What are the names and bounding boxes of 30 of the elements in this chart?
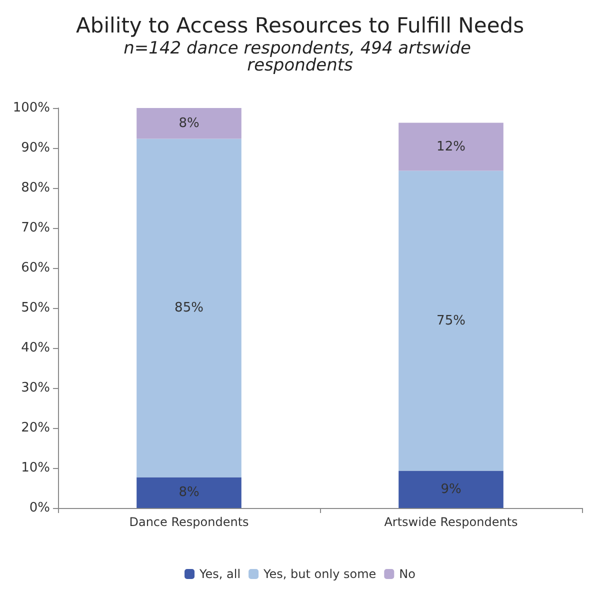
bar: [136, 477, 242, 508]
y-tick-label: 70%: [21, 220, 50, 236]
y-tick-label: 90%: [21, 140, 50, 156]
bar: [398, 122, 504, 171]
y-tick-label: 40%: [21, 340, 50, 356]
y-tick-label: 60%: [21, 260, 50, 276]
bar: [136, 138, 242, 478]
legend-label: No: [399, 567, 416, 581]
y-tick-label: 80%: [21, 180, 50, 196]
data-label: 8%: [178, 485, 200, 500]
bar: [136, 108, 242, 139]
y-tick-label: 10%: [21, 460, 50, 476]
x-tick-label: Dance Respondents: [129, 515, 249, 529]
legend-label: Yes, all: [198, 567, 241, 581]
bar: [398, 470, 504, 508]
x-tick-label: Artswide Respondents: [384, 515, 518, 529]
y-tick-label: 30%: [21, 380, 50, 396]
data-label: 8%: [178, 116, 200, 131]
bar: [398, 170, 504, 471]
legend-label: Yes, but only some: [262, 567, 376, 581]
chart-title: Ability to Access Resources to Fulfill Needs: [76, 14, 524, 38]
y-tick-label: 20%: [21, 420, 50, 436]
data-label: 9%: [440, 482, 462, 497]
data-label: 75%: [436, 313, 466, 328]
y-tick-label: 100%: [12, 100, 50, 116]
chart-subtitle: n=142 dance respondents, 494 artswide respondents: [124, 38, 476, 76]
data-label: 12%: [436, 139, 466, 154]
y-tick-label: 50%: [21, 300, 50, 316]
y-tick-label: 0%: [29, 500, 50, 516]
data-label: 85%: [174, 300, 204, 316]
